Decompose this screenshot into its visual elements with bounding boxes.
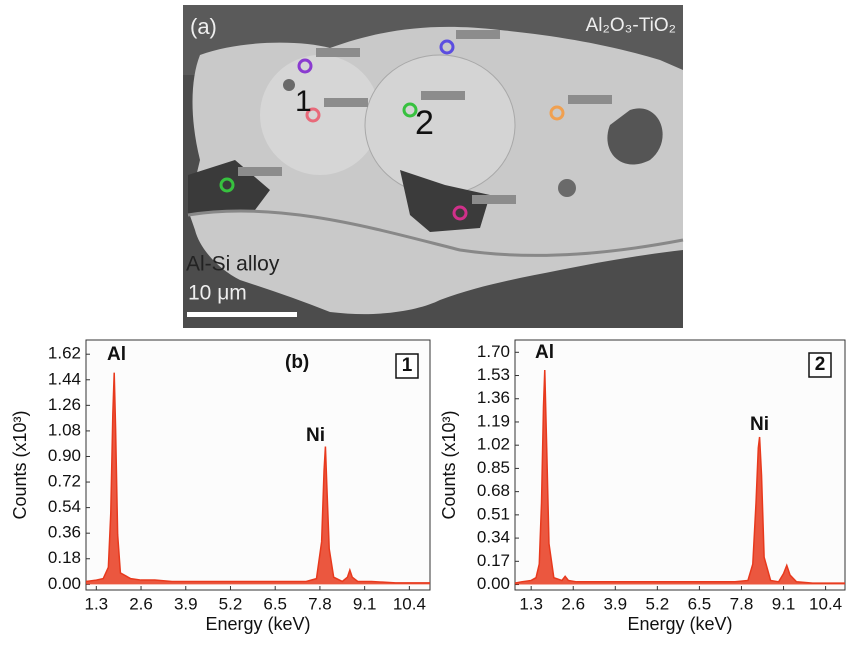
spot-tag	[316, 48, 360, 57]
spectrum-fill	[515, 370, 845, 585]
pore	[558, 179, 576, 197]
x-tick-label: 7.8	[730, 594, 754, 613]
spot	[297, 58, 313, 74]
sem-image: (a) Al₂O₃-TiO₂ Al-Si alloy 10 μm 1 2	[183, 5, 684, 328]
x-tick-label: 6.5	[688, 594, 712, 613]
interface	[187, 209, 684, 257]
x-tick-label: 10.4	[809, 594, 842, 613]
annotation: Al	[535, 342, 554, 363]
x-tick-label: 3.9	[174, 594, 198, 613]
y-tick-label: 0.36	[48, 523, 81, 542]
x-tick-label: 9.1	[772, 594, 796, 613]
y-tick-label: 1.08	[48, 420, 81, 439]
y-tick-label: 1.53	[477, 365, 510, 384]
spot	[402, 102, 418, 118]
annotation: Al	[107, 344, 126, 365]
phase-label: Al₂O₃-TiO₂	[586, 15, 676, 36]
x-tick-label: 7.8	[308, 594, 332, 613]
spot-tags	[238, 30, 612, 204]
x-tick-label: 1.3	[519, 594, 543, 613]
spot	[305, 107, 321, 123]
y-tick-label: 0.51	[477, 504, 510, 523]
x-tick-label: 5.2	[646, 594, 670, 613]
y-tick-label: 1.70	[477, 342, 510, 361]
annotation: (b)	[285, 352, 309, 373]
x-axis-label: Energy (keV)	[627, 614, 732, 634]
spot-tag	[456, 30, 500, 39]
substrate-label: Al-Si alloy	[186, 253, 280, 276]
spot	[219, 177, 235, 193]
annotation-box	[808, 352, 832, 378]
y-tick-label: 0.34	[477, 528, 510, 547]
annotation: 2	[815, 354, 826, 375]
splat-2	[364, 54, 516, 196]
y-tick-label: 0.00	[48, 574, 81, 593]
annotation: Ni	[750, 414, 769, 435]
annotation: Ni	[306, 425, 325, 446]
spot-tag	[568, 95, 612, 104]
spectrum	[514, 370, 845, 584]
spots	[219, 39, 565, 221]
y-tick-label: 0.17	[477, 551, 510, 570]
plot-area	[85, 339, 431, 591]
y-tick-label: 1.02	[477, 435, 510, 454]
x-tick-label: 2.6	[561, 594, 585, 613]
spot	[439, 39, 455, 55]
y-tick-label: 1.19	[477, 411, 510, 430]
y-tick-label: 1.44	[48, 369, 81, 388]
y-tick-label: 0.00	[477, 574, 510, 593]
y-tick-label: 0.18	[48, 548, 81, 567]
x-tick-label: 5.2	[219, 594, 243, 613]
region-label: 1	[295, 85, 312, 118]
x-tick-label: 9.1	[353, 594, 377, 613]
y-tick-label: 0.85	[477, 458, 510, 477]
y-tick-label: 0.90	[48, 446, 81, 465]
region-label: 2	[415, 104, 434, 142]
x-tick-label: 1.3	[84, 594, 108, 613]
x-tick-label: 6.5	[263, 594, 287, 613]
annotation: 1	[402, 355, 413, 376]
scale-bar	[187, 312, 297, 317]
spot	[452, 205, 468, 221]
y-axis-label: Counts (x10³)	[439, 410, 459, 519]
spot-tag	[238, 167, 282, 176]
y-axis-label: Counts (x10³)	[10, 410, 30, 519]
y-tick-label: 1.36	[477, 388, 510, 407]
x-tick-label: 10.4	[393, 594, 426, 613]
dark-inclusion	[400, 170, 490, 232]
x-tick-label: 2.6	[129, 594, 153, 613]
x-axis-label: Energy (keV)	[205, 614, 310, 634]
pore	[283, 79, 295, 91]
spot-tag	[324, 98, 368, 107]
y-tick-label: 0.72	[48, 472, 81, 491]
scale-bar-label: 10 μm	[188, 282, 247, 305]
plot-area	[514, 339, 846, 591]
spot-tag	[421, 91, 465, 100]
x-tick-label: 3.9	[603, 594, 627, 613]
pore	[607, 108, 663, 165]
annotation-box	[395, 353, 419, 379]
spectrum	[85, 372, 430, 584]
spot-tag	[472, 195, 516, 204]
y-tick-label: 0.54	[48, 497, 81, 516]
spot	[549, 105, 565, 121]
y-tick-label: 1.26	[48, 395, 81, 414]
y-tick-label: 1.62	[48, 344, 81, 363]
y-tick-label: 0.68	[477, 481, 510, 500]
panel-label: (a)	[190, 14, 217, 39]
